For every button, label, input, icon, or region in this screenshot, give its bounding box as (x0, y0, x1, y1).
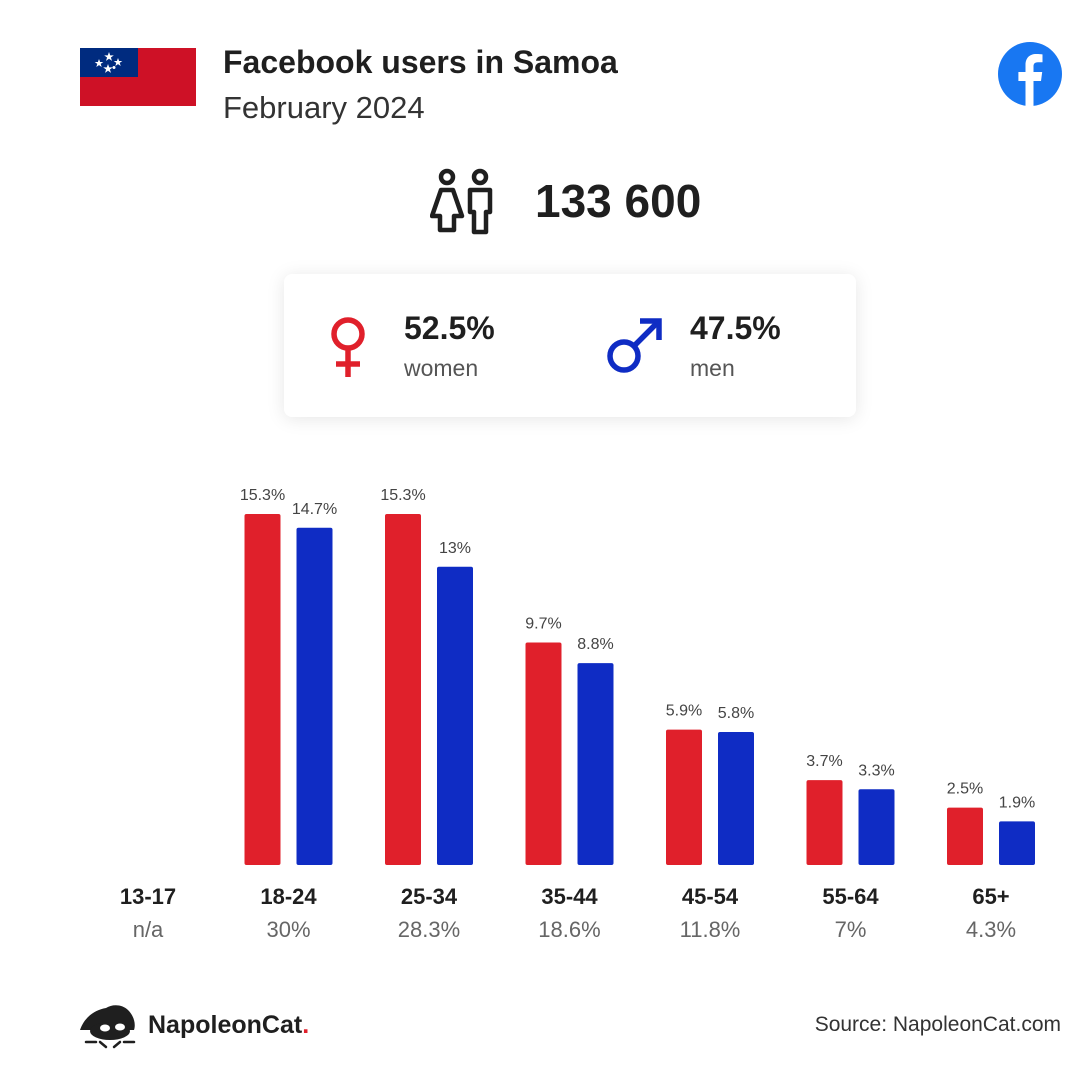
age-gender-bar-chart: 15.3% 14.7% 15.3% 13% 9.7% 8.8% 5.9% 5.8% 3.7% 3.… (240, 487, 1035, 865)
brand-name-text: NapoleonCat (148, 1011, 303, 1039)
gender-split-card: 52.5% women 47.5% men (284, 274, 856, 417)
male-symbol-icon (607, 318, 662, 373)
bar-men-45-54 (718, 731, 754, 865)
age-group-label: 65+ (972, 884, 1010, 909)
bar-label-women-25-34: 15.3% (380, 487, 425, 504)
napoleoncat-logo-icon (80, 1005, 136, 1049)
age-group-total: 28.3% (397, 917, 461, 942)
bar-women-55-64 (806, 780, 843, 865)
bar-men-18-24 (296, 527, 333, 865)
women-label: women (404, 355, 479, 381)
bar-women-45-54 (666, 729, 702, 865)
bar-men-65+ (999, 821, 1035, 865)
people-icon (430, 168, 493, 235)
brand-name: NapoleonCat. (148, 1011, 309, 1040)
facebook-logo-icon[interactable] (998, 42, 1062, 106)
bar-women-25-34 (385, 514, 421, 865)
age-group-label: 13-17 (119, 884, 177, 909)
bar-men-35-44 (577, 663, 614, 865)
age-group-total: 11.8% (679, 917, 741, 942)
samoa-flag-icon (80, 48, 196, 106)
bar-women-35-44 (525, 642, 562, 865)
bar-women-18-24 (244, 514, 281, 865)
age-group-total: 4.3% (965, 917, 1017, 942)
bar-label-women-35-44: 9.7% (525, 615, 561, 632)
age-group-label: 25-34 (400, 884, 458, 909)
bar-label-men-65+: 1.9% (999, 794, 1035, 811)
source-text: Source: NapoleonCat.com (814, 1013, 1061, 1036)
brand-dot: . (302, 1011, 310, 1039)
female-symbol-icon (331, 317, 365, 377)
bar-men-55-64 (858, 789, 895, 865)
age-group-total: 18.6% (538, 917, 601, 942)
bar-label-men-25-34: 13% (439, 540, 471, 557)
bar-women-65+ (947, 807, 983, 865)
age-group-total: 7% (834, 917, 867, 942)
bar-label-women-45-54: 5.9% (666, 703, 702, 720)
age-group-label: 55-64 (822, 884, 879, 909)
bar-label-men-35-44: 8.8% (577, 636, 613, 653)
page-subtitle: February 2024 (223, 90, 425, 125)
bar-men-25-34 (437, 566, 473, 865)
bar-label-men-18-24: 14.7% (292, 501, 337, 518)
women-percent: 52.5% (404, 310, 495, 346)
bar-label-women-65+: 2.5% (947, 781, 983, 798)
bar-label-men-55-64: 3.3% (858, 762, 894, 779)
age-group-total: 30% (266, 917, 311, 942)
bar-label-men-45-54: 5.8% (718, 705, 754, 722)
bar-label-women-18-24: 15.3% (240, 487, 285, 504)
bar-label-women-55-64: 3.7% (806, 753, 842, 770)
age-group-total: n/a (132, 917, 164, 942)
age-group-label: 35-44 (541, 884, 598, 909)
page-title: Facebook users in Samoa (223, 44, 618, 80)
men-percent: 47.5% (690, 310, 781, 346)
age-group-label: 18-24 (260, 884, 317, 909)
men-label: men (690, 355, 735, 381)
total-users-value: 133 600 (535, 175, 702, 227)
age-group-label: 45-54 (681, 884, 739, 909)
